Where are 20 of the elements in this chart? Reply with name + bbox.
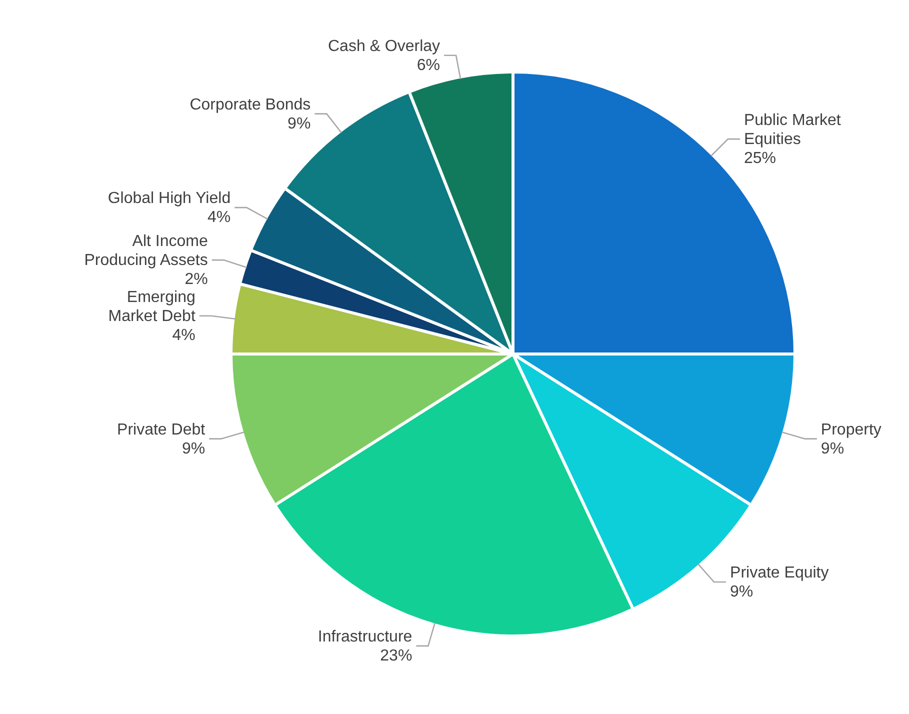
slice-label: Public Market Equities: [744, 112, 842, 148]
data-label: 9%: [182, 440, 206, 458]
data-label: 9%: [288, 115, 311, 132]
data-label: 6%: [416, 56, 440, 74]
slice-label: Emerging Market Debt: [108, 288, 196, 325]
data-label: 4%: [172, 326, 196, 344]
data-label: 25%: [744, 150, 776, 168]
slice-label: Private Equity: [730, 564, 829, 582]
slice-label: Infrastructure: [318, 628, 412, 646]
data-label: 23%: [380, 647, 412, 664]
data-label: 9%: [730, 584, 754, 601]
slice-label: Global High Yield: [108, 190, 231, 208]
data-label: 4%: [207, 209, 231, 226]
data-label: 2%: [184, 271, 208, 288]
slice-label: Alt Income Producing Assets: [84, 233, 208, 270]
slice-label: Private Debt: [117, 421, 206, 438]
slice-label: Corporate Bonds: [190, 96, 311, 114]
slice-label: Property: [820, 421, 882, 438]
data-label: 9%: [820, 440, 844, 458]
slice-label: Cash & Overlay: [328, 38, 440, 55]
